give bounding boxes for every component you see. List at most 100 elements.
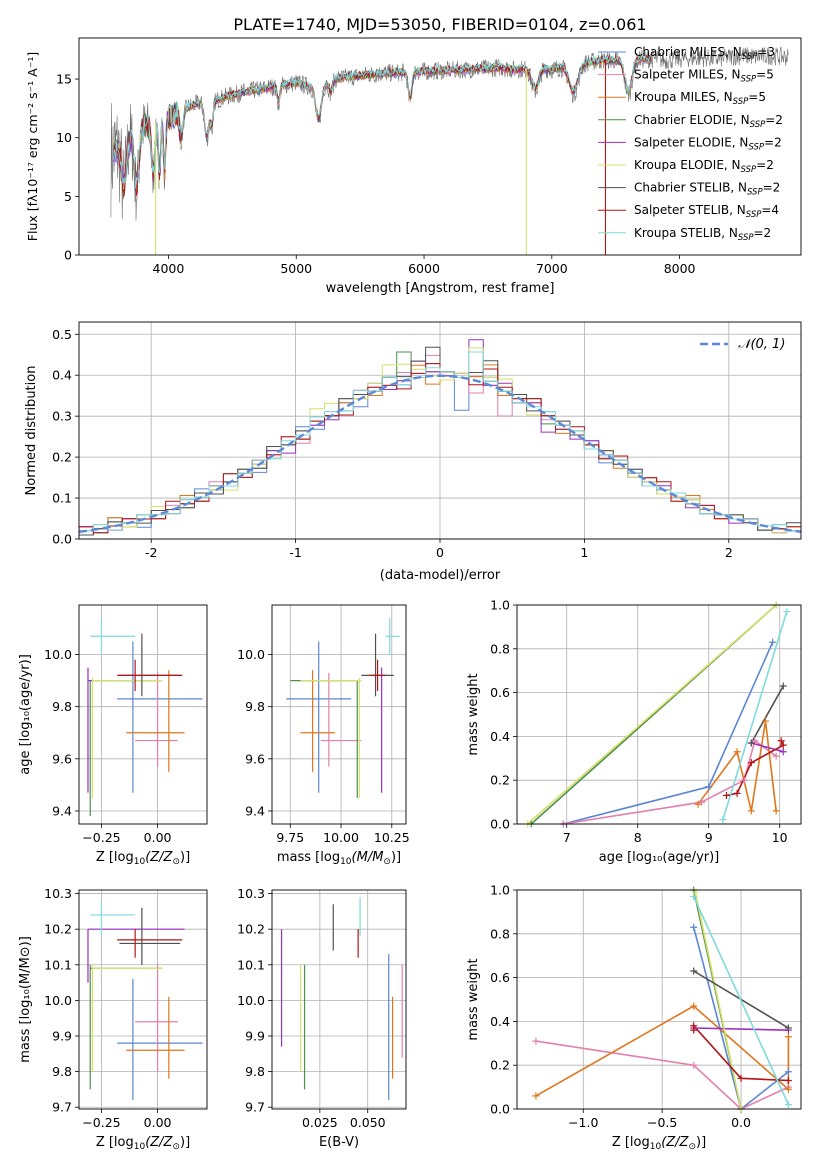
weight-marker-chabrier_stelib <box>784 1024 792 1032</box>
y-tick-label: 9.8 <box>245 1064 265 1079</box>
weight-marker-kroupa_miles <box>694 800 702 808</box>
axes-frame <box>271 889 407 1110</box>
weight-marker-chabrier_miles <box>769 638 777 646</box>
weight-line-kroupa_stelib <box>722 611 788 820</box>
x-axis-label: mass [log10(M/M⊙)] <box>277 850 401 867</box>
weight-line-salpeter_elodie <box>751 742 784 753</box>
x-tick-label: 2 <box>725 545 733 560</box>
y-tick-label: 1.0 <box>490 598 510 613</box>
y-tick-label: 9.6 <box>245 751 265 766</box>
y-tick-label: 9.4 <box>52 803 72 818</box>
y-tick-label: 10.2 <box>44 922 72 937</box>
weight-line-kroupa_miles <box>535 1005 790 1097</box>
age_vs_z-panel: −0.25 0.00 9.4 9.6 9.8 10.0 Z [log10(Z/Z⊙)] age… <box>18 604 208 867</box>
weight-marker-salpeter_stelib <box>737 1074 745 1082</box>
y-tick-label: 0.8 <box>490 641 510 656</box>
weight-marker-kroupa_miles <box>762 717 769 725</box>
weight-marker-chabrier_stelib <box>779 682 787 690</box>
weight-marker-salpeter_elodie <box>779 748 787 756</box>
y-tick-label: 10.3 <box>44 886 72 901</box>
x-tick-label: 0.0 <box>731 1115 751 1130</box>
legend-label-normal: 𝒩(0, 1) <box>738 337 785 352</box>
x-tick-label: 0.050 <box>350 1115 386 1130</box>
x-tick-label: 0.00 <box>144 1115 172 1130</box>
weight-marker-salpeter_miles <box>532 1037 540 1045</box>
y-tick-label: 0.1 <box>52 491 72 506</box>
weight-marker-salpeter_miles <box>698 798 706 806</box>
legend-label-kroupa_stelib: Kroupa STELIB, NSSP=2 <box>634 226 771 243</box>
weight-line-kroupa_stelib <box>692 896 790 1105</box>
axes-frame <box>78 604 208 825</box>
y-axis-label: Flux [fλ10⁻¹⁷ erg cm⁻² s⁻¹ A⁻¹] <box>25 52 40 241</box>
weight-marker-kroupa_miles <box>784 1033 792 1041</box>
axes-frame <box>516 604 802 825</box>
axes-frame <box>78 321 802 540</box>
weight-marker-salpeter_stelib <box>779 741 787 749</box>
age_vs_mass-plot-area <box>286 618 400 798</box>
histogram-salpeter_stelib <box>79 363 801 539</box>
x-tick-label: 8 <box>634 830 642 845</box>
weight_vs_age-panel: 7 8 9 10 0.0 0.2 0.4 0.6 0.8 1.0 age [log₁₀(age/yr… <box>466 598 802 865</box>
weight-line-kroupa_elodie <box>694 892 742 1109</box>
y-tick-label: 0.0 <box>52 532 72 547</box>
weight-marker-salpeter_stelib <box>733 789 741 797</box>
y-axis-label: Normed distribution <box>24 366 39 496</box>
weight-marker-kroupa_miles <box>784 1085 792 1093</box>
residuals-plot-area <box>79 339 801 539</box>
age_vs_mass-panel: 9.75 10.00 10.25 9.4 9.6 9.8 10.0 mass [log10(M… <box>237 604 410 867</box>
weight-marker-kroupa_stelib <box>690 893 698 901</box>
spectrum-plot-area <box>110 46 789 255</box>
x-tick-label: 5000 <box>280 261 312 276</box>
weight-marker-chabrier_miles <box>690 923 698 931</box>
y-tick-label: 10.1 <box>237 957 265 972</box>
y-tick-label: 0 <box>64 248 72 263</box>
y-tick-label: 9.8 <box>52 1064 72 1079</box>
y-axis-label: mass weight <box>466 958 481 1040</box>
y-axis-label: mass [log₁₀(M/M⊙)] <box>18 936 33 1063</box>
y-tick-label: 0.3 <box>52 409 72 424</box>
x-tick-label: 6000 <box>408 261 440 276</box>
x-tick-label: 8000 <box>664 261 696 276</box>
x-tick-label: 10 <box>772 830 788 845</box>
x-axis-label: Z [log10(Z/Z⊙)] <box>96 1135 190 1152</box>
x-tick-label: 9.75 <box>276 830 304 845</box>
normal-curve <box>79 374 801 533</box>
x-axis-label: age [log₁₀(age/yr)] <box>599 850 720 865</box>
legend-label-salpeter_miles: Salpeter MILES, NSSP=5 <box>634 68 774 85</box>
legend-label-kroupa_elodie: Kroupa ELODIE, NSSP=2 <box>634 158 774 175</box>
weight-line-salpeter_miles <box>535 1040 789 1109</box>
weight-marker-kroupa_miles <box>747 807 755 815</box>
legend-label-kroupa_miles: Kroupa MILES, NSSP=5 <box>634 90 766 107</box>
y-tick-label: 10 <box>56 130 72 145</box>
x-tick-label: 7000 <box>536 261 568 276</box>
y-tick-label: 10.0 <box>44 647 72 662</box>
age_vs_z-plot-area <box>87 618 203 817</box>
x-axis-label: E(B-V) <box>319 1135 359 1150</box>
weight-marker-kroupa_stelib <box>783 608 791 616</box>
weight-marker-kroupa_miles <box>532 1092 540 1100</box>
y-tick-label: 9.8 <box>245 699 265 714</box>
legend-label-salpeter_stelib: Salpeter STELIB, NSSP=4 <box>634 203 779 220</box>
y-tick-label: 0.6 <box>490 685 510 700</box>
y-tick-label: 10.0 <box>237 647 265 662</box>
weight-marker-salpeter_miles <box>772 752 780 760</box>
legend-label-chabrier_stelib: Chabrier STELIB, NSSP=2 <box>634 181 780 198</box>
weight-marker-salpeter_miles <box>751 737 759 745</box>
y-tick-label: 0.5 <box>52 327 72 342</box>
weight-marker-salpeter_stelib <box>747 759 755 767</box>
weight-line-salpeter_elodie <box>693 1027 789 1031</box>
y-axis-label: mass weight <box>466 673 481 755</box>
y-tick-label: 0.4 <box>490 1014 510 1029</box>
x-tick-label: -1 <box>289 545 301 560</box>
y-tick-label: 9.7 <box>52 1100 72 1115</box>
x-axis-label: wavelength [Angstrom, rest frame] <box>326 281 555 296</box>
y-tick-label: 9.8 <box>52 699 72 714</box>
weight-marker-chabrier_miles <box>784 1068 792 1076</box>
axes-frame <box>78 889 208 1110</box>
x-tick-label: 10.25 <box>374 830 410 845</box>
x-axis-label: Z [log10(Z/Z⊙)] <box>96 850 190 867</box>
mass_vs_ebv-plot-area <box>280 897 403 1101</box>
x-tick-label: 1 <box>580 545 588 560</box>
weight-marker-kroupa_miles <box>690 1002 698 1010</box>
y-tick-label: 0.2 <box>52 450 72 465</box>
